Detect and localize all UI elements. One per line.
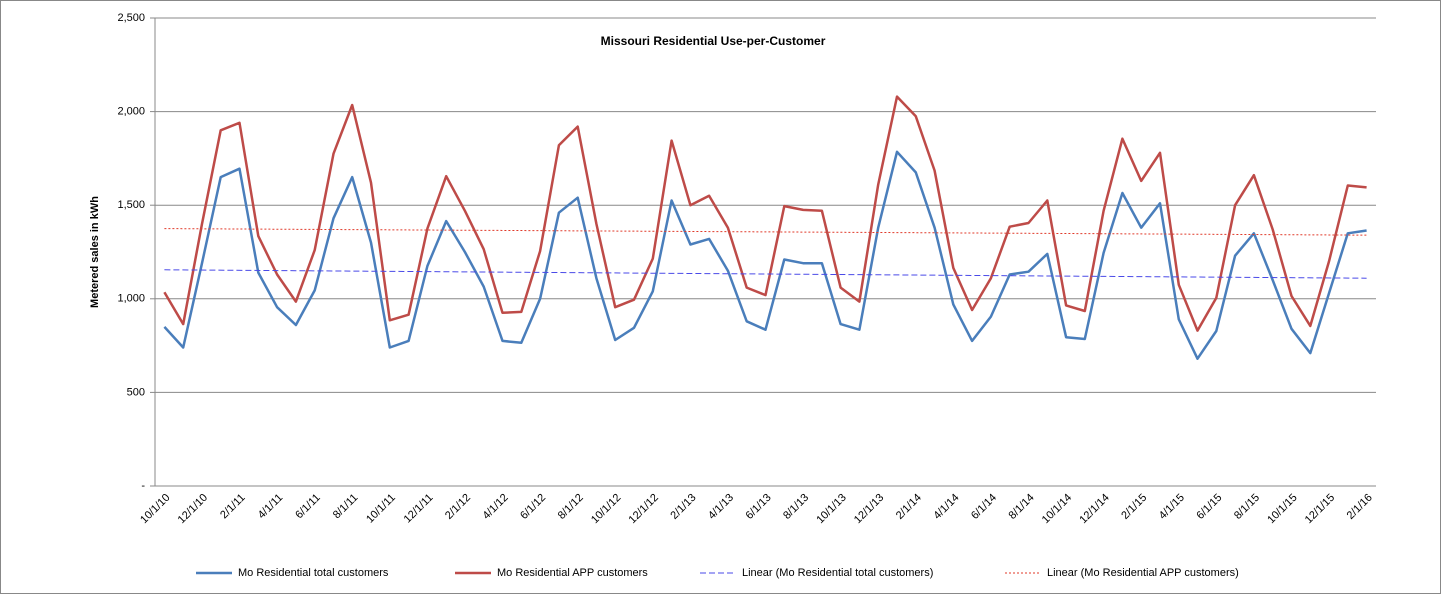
y-tick-label: 2,000 — [117, 106, 145, 118]
y-axis-label: Metered sales in kWh — [89, 196, 101, 308]
series-line — [163, 150, 1367, 360]
y-tick-label: 1,500 — [117, 199, 145, 211]
y-tick-label: 500 — [127, 386, 145, 398]
series-line — [163, 95, 1367, 332]
y-tick-label: - — [141, 480, 145, 492]
legend-label: Mo Residential APP customers — [497, 567, 648, 579]
chart-title: Missouri Residential Use-per-Customer — [601, 34, 826, 48]
trend-line — [164, 269, 1367, 279]
y-tick-label: 1,000 — [117, 293, 145, 305]
legend-label: Mo Residential total customers — [238, 567, 389, 579]
legend-label: Linear (Mo Residential total customers) — [742, 567, 933, 579]
legend-label: Linear (Mo Residential APP customers) — [1047, 567, 1239, 579]
trend-line — [164, 228, 1367, 236]
y-tick-label: 2,500 — [117, 12, 145, 24]
